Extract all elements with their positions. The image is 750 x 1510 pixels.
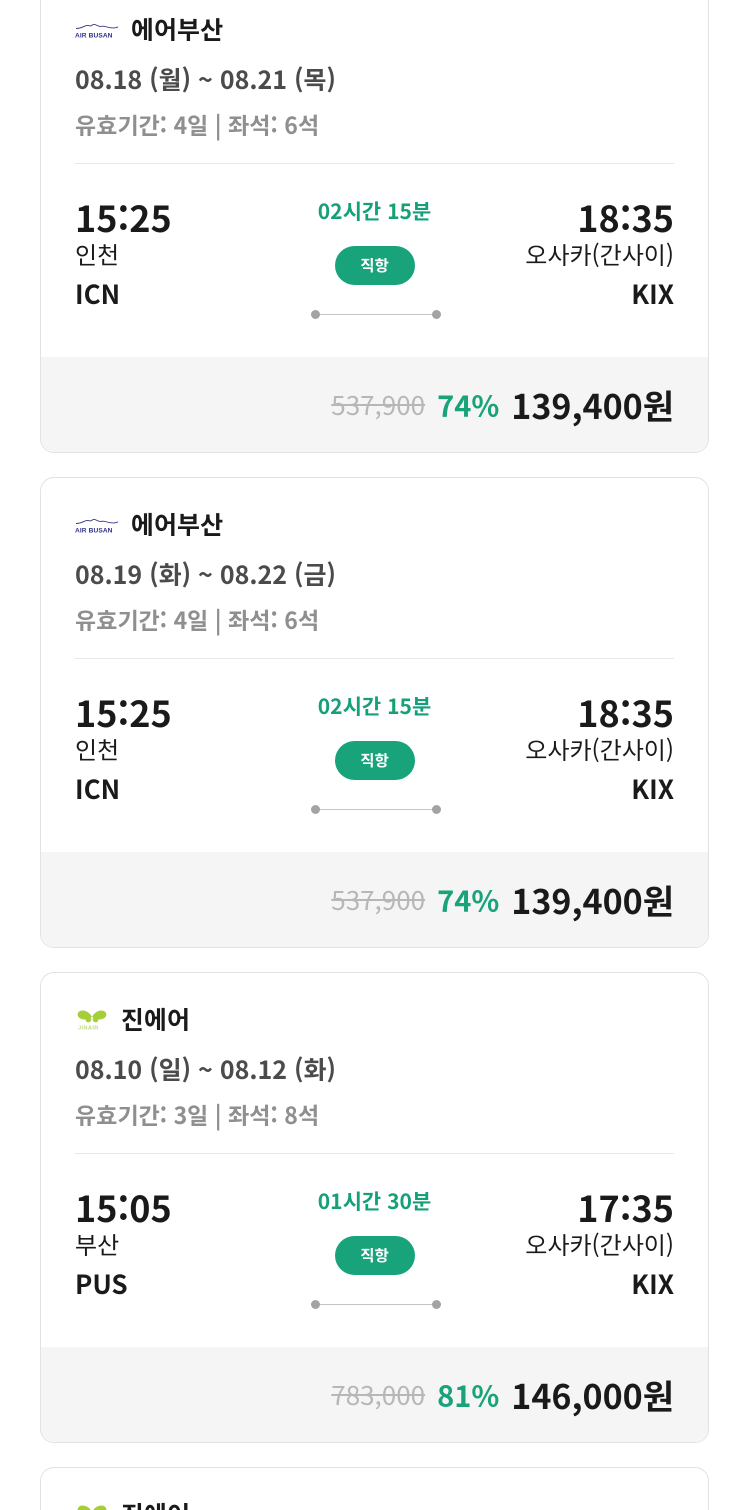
- svg-text:JINAIR: JINAIR: [78, 1026, 99, 1032]
- svg-text:AIR BUSAN: AIR BUSAN: [75, 33, 113, 40]
- svg-text:AIR BUSAN: AIR BUSAN: [75, 528, 113, 535]
